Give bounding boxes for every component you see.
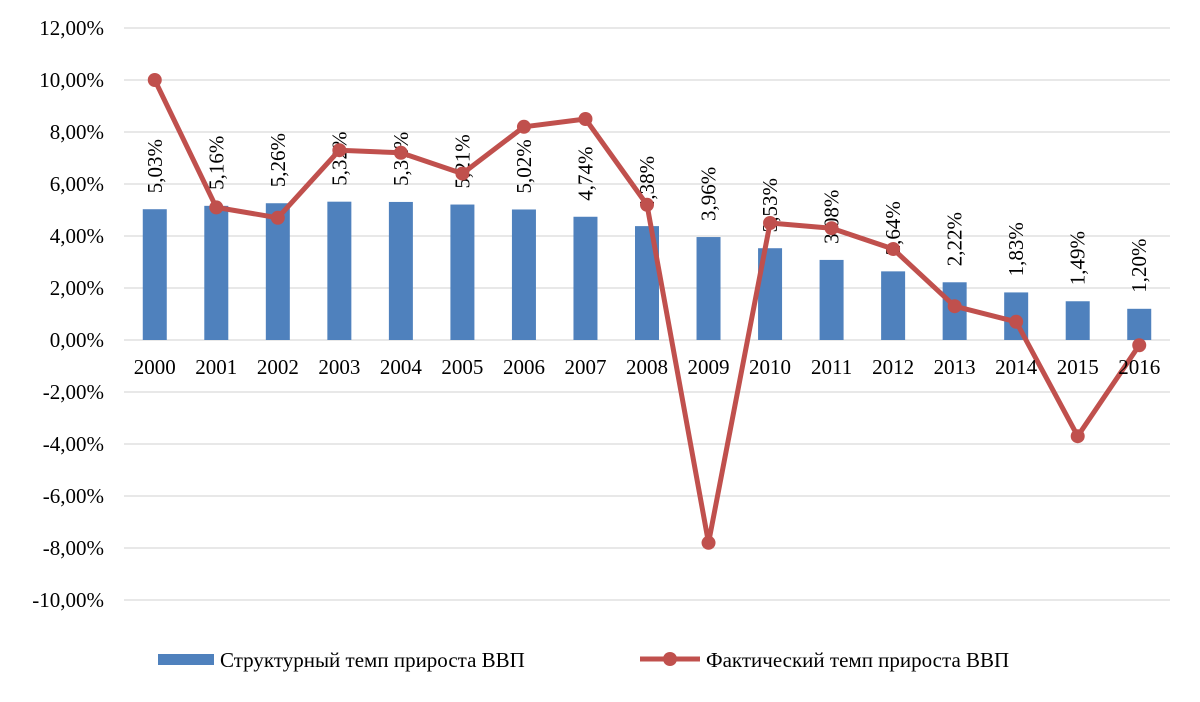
legend-label-actual: Фактический темп прироста ВВП <box>706 648 1009 672</box>
x-category-label: 2000 <box>134 355 176 379</box>
x-category-label: 2015 <box>1057 355 1099 379</box>
bar-data-label: 5,02% <box>512 139 536 193</box>
y-tick-label: -4,00% <box>43 432 104 456</box>
bar-2002 <box>265 203 290 340</box>
line-markers-actual <box>147 73 1147 550</box>
bar-data-label: 1,20% <box>1127 239 1151 293</box>
y-tick-label: 2,00% <box>50 276 104 300</box>
line-point-2006 <box>516 119 531 134</box>
x-category-label: 2006 <box>503 355 545 379</box>
y-tick-label: 6,00% <box>50 172 104 196</box>
x-category-label: 2003 <box>318 355 360 379</box>
line-point-2002 <box>270 210 285 225</box>
y-tick-label: 12,00% <box>39 16 104 40</box>
line-point-2000 <box>147 73 162 87</box>
legend: Структурный темп прироста ВВП Фактически… <box>158 648 1009 672</box>
legend-label-structural: Структурный темп прироста ВВП <box>220 648 525 672</box>
bar-2000 <box>142 209 167 340</box>
y-tick-label: 10,00% <box>39 68 104 92</box>
line-point-2016 <box>1132 338 1147 353</box>
x-category-label: 2007 <box>564 355 606 379</box>
bar-data-label: 1,49% <box>1066 231 1090 285</box>
y-tick-label: -10,00% <box>32 588 104 612</box>
bar-2011 <box>819 259 844 340</box>
x-axis-category-labels: 2000 2001 2002 2003 2004 2005 2006 2007 2008 2009… <box>134 355 1160 379</box>
y-tick-label: -2,00% <box>43 380 104 404</box>
bars-structural <box>142 201 1152 340</box>
y-tick-label: 4,00% <box>50 224 104 248</box>
line-point-2014 <box>1009 314 1024 329</box>
bar-2001 <box>204 205 229 340</box>
legend-swatch-actual-marker <box>663 652 677 666</box>
legend-swatch-structural <box>158 654 214 665</box>
y-axis-tick-labels: 12,00% 10,00% 8,00% 6,00% 4,00% 2,00% 0,00% -2,… <box>32 16 104 612</box>
y-tick-label: -6,00% <box>43 484 104 508</box>
x-category-label: 2008 <box>626 355 668 379</box>
bar-data-label: 5,16% <box>204 136 228 190</box>
bar-2012 <box>881 271 906 340</box>
x-category-label: 2010 <box>749 355 791 379</box>
bar-data-label: 3,96% <box>697 167 721 221</box>
x-category-label: 2009 <box>688 355 730 379</box>
line-point-2012 <box>886 242 901 256</box>
y-tick-label: 8,00% <box>50 120 104 144</box>
bar-2007 <box>573 216 598 340</box>
line-point-2010 <box>763 216 778 230</box>
bar-data-label: 4,74% <box>573 147 597 201</box>
x-category-label: 2004 <box>380 355 423 379</box>
x-category-label: 2014 <box>995 355 1038 379</box>
x-category-label: 2005 <box>441 355 483 379</box>
line-point-2015 <box>1070 429 1085 444</box>
bar-2003 <box>327 201 352 340</box>
x-category-label: 2011 <box>811 355 852 379</box>
bar-2005 <box>450 204 475 340</box>
line-point-2005 <box>455 166 470 181</box>
line-point-2001 <box>209 200 224 215</box>
line-point-2003 <box>332 143 347 158</box>
x-category-label: 2016 <box>1118 355 1160 379</box>
line-point-2009 <box>701 535 716 550</box>
y-tick-label: -8,00% <box>43 536 104 560</box>
bar-2004 <box>388 201 413 340</box>
line-point-2007 <box>578 112 593 126</box>
line-point-2004 <box>393 145 408 160</box>
line-point-2011 <box>824 221 839 236</box>
y-tick-label: 0,00% <box>50 328 104 352</box>
bar-2009 <box>696 237 721 340</box>
bar-data-label: 5,26% <box>266 133 290 187</box>
x-category-label: 2013 <box>934 355 976 379</box>
bar-data-label: 1,83% <box>1004 222 1028 276</box>
bar-data-label: 5,03% <box>143 139 167 193</box>
bar-data-label: 3,08% <box>820 190 844 244</box>
x-category-label: 2012 <box>872 355 914 379</box>
line-point-2008 <box>640 197 654 212</box>
line-point-2013 <box>947 299 962 314</box>
bar-2016 <box>1127 308 1152 340</box>
x-category-label: 2001 <box>195 355 237 379</box>
bar-2006 <box>511 209 536 340</box>
x-category-label: 2002 <box>257 355 299 379</box>
bar-data-label: 2,22% <box>943 212 967 266</box>
bar-2015 <box>1065 301 1090 340</box>
